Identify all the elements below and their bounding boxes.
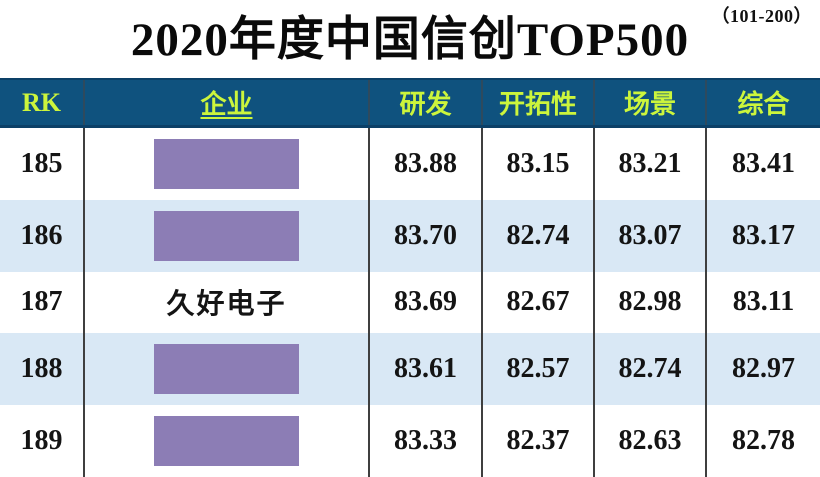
- scene-score-cell: 82.74: [595, 333, 707, 406]
- company-redaction-box: [154, 210, 299, 261]
- rank-cell: 189: [0, 405, 85, 477]
- rank-cell: 185: [0, 128, 85, 200]
- rank-cell: 186: [0, 199, 85, 272]
- pioneering-score-cell: 82.74: [483, 199, 595, 272]
- scene-score-cell: 82.98: [595, 271, 707, 334]
- column-header-scene-label: 场景: [623, 90, 676, 119]
- table-row: 188 83.61 82.57 82.74 82.97: [0, 333, 820, 406]
- column-header-rd: 研发: [370, 80, 483, 125]
- column-header-pioneering: 开拓性: [483, 80, 595, 125]
- rd-score-cell: 83.61: [370, 333, 483, 406]
- column-header-company-label: 企业: [200, 90, 253, 119]
- rank-cell: 188: [0, 333, 85, 406]
- rd-score-cell: 83.33: [370, 405, 483, 477]
- company-cell: [85, 333, 370, 406]
- overall-score-cell: 83.11: [732, 286, 795, 318]
- pioneering-score-cell: 82.37: [483, 405, 595, 477]
- column-header-scene: 场景: [595, 80, 707, 125]
- table-row: 189 83.33 82.37 82.63 82.78: [0, 405, 820, 477]
- rd-score-cell: 83.69: [370, 271, 483, 334]
- company-redaction-box: [154, 416, 299, 467]
- company-cell: [85, 405, 370, 477]
- column-header-rd-label: 研发: [399, 90, 452, 119]
- company-cell: 久好电子: [85, 271, 370, 334]
- overall-score-cell: 83.17: [732, 219, 795, 251]
- overall-score-cell: 82.97: [732, 353, 795, 385]
- column-header-rk: RK: [0, 80, 85, 125]
- column-header-pioneering-label: 开拓性: [498, 90, 577, 119]
- page-title: 2020年度中国信创TOP500: [130, 14, 690, 66]
- table-row: 187 久好电子 83.69 82.67 82.98 83.11: [0, 271, 820, 334]
- pioneering-score-cell: 83.15: [483, 128, 595, 200]
- scene-score-cell: 83.07: [595, 199, 707, 272]
- ranking-table: RK 企业 研发 开拓性 场景 综合 185 83.88 83.15 83.21…: [0, 78, 820, 477]
- scene-score-cell: 82.63: [595, 405, 707, 477]
- rd-score-cell: 83.70: [370, 199, 483, 272]
- rank-range-label: （101-200）: [711, 6, 812, 26]
- scene-score-cell: 83.21: [595, 128, 707, 200]
- company-redaction-box: [154, 344, 299, 395]
- column-header-overall-label: 综合: [737, 90, 790, 119]
- company-cell: [85, 128, 370, 200]
- table-row: 186 83.70 82.74 83.07 83.17: [0, 199, 820, 272]
- pioneering-score-cell: 82.57: [483, 333, 595, 406]
- rd-score-cell: 83.88: [370, 128, 483, 200]
- overall-score-cell: 83.41: [732, 147, 795, 179]
- column-header-overall: 综合: [707, 80, 820, 125]
- table-header-row: RK 企业 研发 开拓性 场景 综合: [0, 78, 820, 128]
- rank-cell: 187: [0, 271, 85, 334]
- company-name: 久好电子: [166, 289, 287, 321]
- column-header-company: 企业: [85, 80, 370, 125]
- company-redaction-box: [154, 138, 299, 189]
- pioneering-score-cell: 82.67: [483, 271, 595, 334]
- table-row: 185 83.88 83.15 83.21 83.41: [0, 128, 820, 200]
- company-cell: [85, 199, 370, 272]
- overall-score-cell: 82.78: [732, 425, 795, 457]
- column-header-rk-label: RK: [22, 87, 61, 117]
